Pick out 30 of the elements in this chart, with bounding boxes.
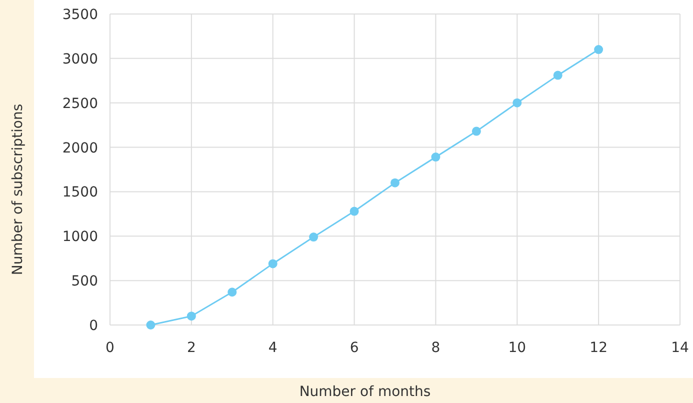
x-tick-label: 12 [590, 340, 608, 356]
y-tick-label: 3500 [62, 7, 98, 23]
x-tick-label: 2 [186, 340, 196, 356]
y-tick-label: 0 [89, 318, 98, 334]
point [186, 312, 196, 321]
y-tick-label: 1500 [62, 184, 98, 201]
x-tick-label: 4 [268, 340, 278, 356]
point [512, 98, 522, 108]
point [553, 70, 562, 80]
point [146, 320, 156, 330]
y-axis-title: Number of subscriptions [10, 104, 26, 276]
point [228, 288, 237, 297]
point [390, 178, 400, 188]
x-tick-label: 8 [431, 340, 440, 356]
y-tick-label: 3000 [62, 51, 98, 68]
x-tick-label: 6 [350, 340, 359, 356]
point [350, 206, 359, 216]
x-tick-label: 10 [508, 340, 526, 356]
point [472, 126, 481, 136]
x-axis-title: Number of months [299, 384, 431, 400]
point [309, 232, 318, 242]
point [594, 45, 604, 54]
point [268, 259, 278, 268]
point [431, 152, 440, 162]
y-tick-label: 2500 [62, 96, 98, 112]
x-tick-label: 0 [106, 340, 114, 356]
y-tick-label: 2000 [62, 140, 98, 156]
x-tick-label: 14 [671, 340, 689, 356]
y-tick-label: 1000 [62, 229, 98, 246]
y-tick-label: 500 [71, 274, 98, 290]
